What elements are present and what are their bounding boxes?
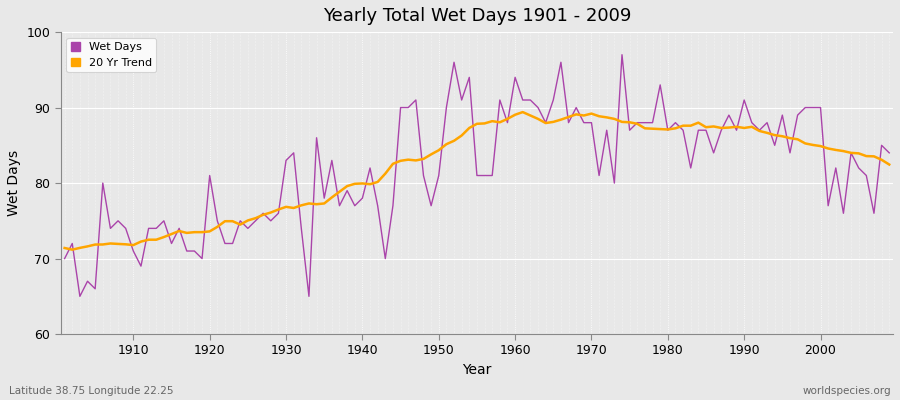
X-axis label: Year: Year <box>463 363 491 377</box>
Wet Days <box>609 181 620 186</box>
Wet Days <box>518 98 528 102</box>
Line: Wet Days: Wet Days <box>65 55 889 296</box>
20 Yr Trend <box>884 162 895 167</box>
20 Yr Trend <box>59 246 70 250</box>
Wet Days <box>884 150 895 155</box>
Wet Days <box>616 52 627 57</box>
20 Yr Trend <box>509 112 520 117</box>
Wet Days <box>128 249 139 254</box>
Legend: Wet Days, 20 Yr Trend: Wet Days, 20 Yr Trend <box>67 38 156 72</box>
Wet Days <box>509 75 520 80</box>
Wet Days <box>75 294 86 299</box>
Title: Yearly Total Wet Days 1901 - 2009: Yearly Total Wet Days 1901 - 2009 <box>323 7 631 25</box>
20 Yr Trend <box>616 120 627 124</box>
Wet Days <box>296 226 307 231</box>
Text: worldspecies.org: worldspecies.org <box>803 386 891 396</box>
20 Yr Trend <box>67 247 77 252</box>
20 Yr Trend <box>518 110 528 114</box>
Line: 20 Yr Trend: 20 Yr Trend <box>65 112 889 250</box>
20 Yr Trend <box>342 184 353 188</box>
20 Yr Trend <box>296 203 307 208</box>
Text: Latitude 38.75 Longitude 22.25: Latitude 38.75 Longitude 22.25 <box>9 386 174 396</box>
Y-axis label: Wet Days: Wet Days <box>7 150 21 216</box>
Wet Days <box>59 256 70 261</box>
20 Yr Trend <box>128 243 139 248</box>
20 Yr Trend <box>525 113 535 118</box>
Wet Days <box>342 188 353 193</box>
